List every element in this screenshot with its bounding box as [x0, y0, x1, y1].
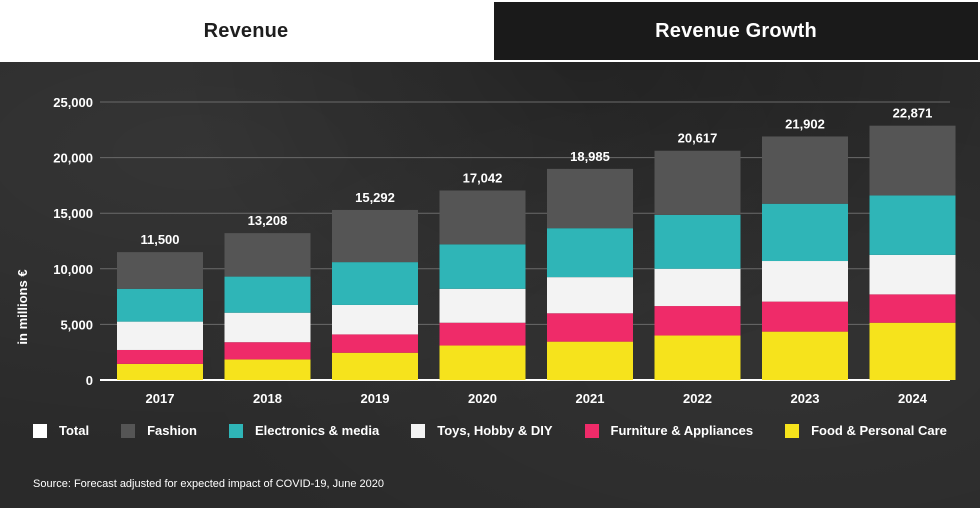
- bar-segment-furniture-2023: [762, 301, 848, 332]
- source-note: Source: Forecast adjusted for expected i…: [33, 478, 384, 490]
- total-label-2023: 21,902: [785, 116, 825, 131]
- bar-segment-toys-2017: [117, 321, 203, 350]
- bar-segment-electronics-2017: [117, 288, 203, 322]
- tab-revenue-growth-label: Revenue Growth: [655, 19, 817, 42]
- total-label-2018: 13,208: [248, 213, 288, 228]
- bar-segment-fashion-2024: [869, 125, 956, 196]
- bar-segment-electronics-2018: [224, 276, 311, 313]
- bar-segment-food-2022: [654, 335, 741, 380]
- legend-item-electronics: Electronics & media: [228, 423, 380, 438]
- bar-segment-toys-2020: [439, 288, 526, 323]
- x-tick-label-2021: 2021: [576, 391, 605, 406]
- total-label-2020: 17,042: [463, 170, 503, 185]
- revenue-chart: 0 5,000 10,000 15,000 20,000 25,000 11,500 2017…: [15, 95, 956, 406]
- bar-segment-toys-2021: [547, 277, 633, 314]
- legend-swatch-toys: [411, 423, 426, 438]
- tab-revenue-growth[interactable]: Revenue Growth: [492, 0, 980, 62]
- legend-label-toys: Toys, Hobby & DIY: [437, 423, 553, 438]
- bar-segment-furniture-2019: [332, 334, 418, 353]
- y-tick-label: 20,000: [53, 151, 93, 166]
- legend-label-electronics: Electronics & media: [254, 423, 380, 438]
- bar-segment-food-2017: [117, 363, 203, 380]
- tab-revenue-label: Revenue: [203, 19, 289, 42]
- bar-segment-toys-2024: [869, 254, 956, 295]
- bar-segment-furniture-2020: [439, 322, 526, 346]
- bar-segment-fashion-2017: [117, 252, 203, 289]
- legend-item-fashion: Fashion: [121, 423, 197, 438]
- legend-item-total: Total: [33, 423, 89, 438]
- x-tick-label-2022: 2022: [683, 391, 712, 406]
- bar-segment-furniture-2021: [547, 313, 633, 342]
- x-tick-label-2023: 2023: [791, 391, 820, 406]
- bar-segment-food-2020: [439, 345, 526, 380]
- legend-label-furniture: Furniture & Appliances: [610, 423, 754, 438]
- bar-segment-food-2024: [869, 322, 956, 380]
- legend: Total Fashion Electronics & media Toys, …: [33, 423, 979, 438]
- legend-item-toys: Toys, Hobby & DIY: [411, 423, 553, 438]
- x-tick-label-2017: 2017: [146, 391, 175, 406]
- bar-segment-food-2023: [762, 331, 848, 380]
- total-label-2022: 20,617: [678, 131, 718, 146]
- bar-segment-furniture-2024: [869, 294, 956, 323]
- bar-segment-electronics-2022: [654, 214, 741, 269]
- bar-segment-toys-2018: [224, 312, 311, 343]
- bar-segment-fashion-2018: [224, 233, 311, 277]
- bar-segment-electronics-2020: [439, 244, 526, 289]
- bar-segment-fashion-2019: [332, 209, 418, 263]
- bar-segment-fashion-2021: [547, 168, 633, 229]
- x-tick-label-2019: 2019: [361, 391, 390, 406]
- total-label-2017: 11,500: [140, 232, 179, 247]
- legend-swatch-furniture: [584, 423, 599, 438]
- bars: [117, 125, 956, 380]
- bar-segment-fashion-2020: [439, 190, 526, 245]
- bar-segment-fashion-2022: [654, 150, 741, 215]
- bar-segment-toys-2022: [654, 268, 741, 307]
- legend-item-food: Food & Personal Care: [785, 423, 947, 438]
- legend-label-total: Total: [59, 423, 90, 438]
- legend-swatch-fashion: [121, 423, 136, 438]
- bar-segment-electronics-2021: [547, 228, 633, 278]
- x-tick-label-2020: 2020: [468, 391, 497, 406]
- bar-segment-food-2019: [332, 352, 418, 380]
- bar-segment-electronics-2023: [762, 203, 848, 262]
- y-tick-label: 5,000: [60, 317, 93, 332]
- tab-revenue[interactable]: Revenue: [0, 0, 492, 62]
- bar-segment-toys-2023: [762, 261, 848, 302]
- bar-segment-food-2018: [224, 359, 311, 380]
- y-tick-label: 10,000: [53, 262, 93, 277]
- y-tick-label: 0: [86, 373, 93, 388]
- legend-swatch-total: [33, 423, 47, 438]
- total-label-2019: 15,292: [355, 190, 395, 205]
- legend-label-food: Food & Personal Care: [811, 423, 947, 438]
- legend-swatch-food: [785, 423, 800, 438]
- bar-segment-toys-2019: [332, 304, 418, 335]
- total-label-2021: 18,985: [570, 149, 610, 164]
- y-tick-label: 25,000: [53, 95, 93, 110]
- legend-item-furniture: Furniture & Appliances: [584, 423, 754, 438]
- bar-segment-furniture-2022: [654, 306, 741, 336]
- y-tick-label: 15,000: [53, 206, 93, 221]
- bar-segment-electronics-2019: [332, 262, 418, 305]
- bar-segment-food-2021: [547, 341, 633, 380]
- x-tick-label-2024: 2024: [898, 391, 928, 406]
- bar-segment-electronics-2024: [869, 195, 956, 255]
- y-axis-title: in millions €: [15, 269, 30, 344]
- bar-segment-furniture-2018: [224, 342, 311, 360]
- bar-segment-furniture-2017: [117, 349, 203, 364]
- labels: 0 5,000 10,000 15,000 20,000 25,000 11,500 2017…: [53, 95, 932, 406]
- total-label-2024: 22,871: [893, 106, 933, 121]
- bar-segment-fashion-2023: [762, 136, 848, 204]
- legend-label-fashion: Fashion: [147, 423, 197, 438]
- legend-swatch-electronics: [228, 423, 243, 438]
- x-tick-label-2018: 2018: [253, 391, 282, 406]
